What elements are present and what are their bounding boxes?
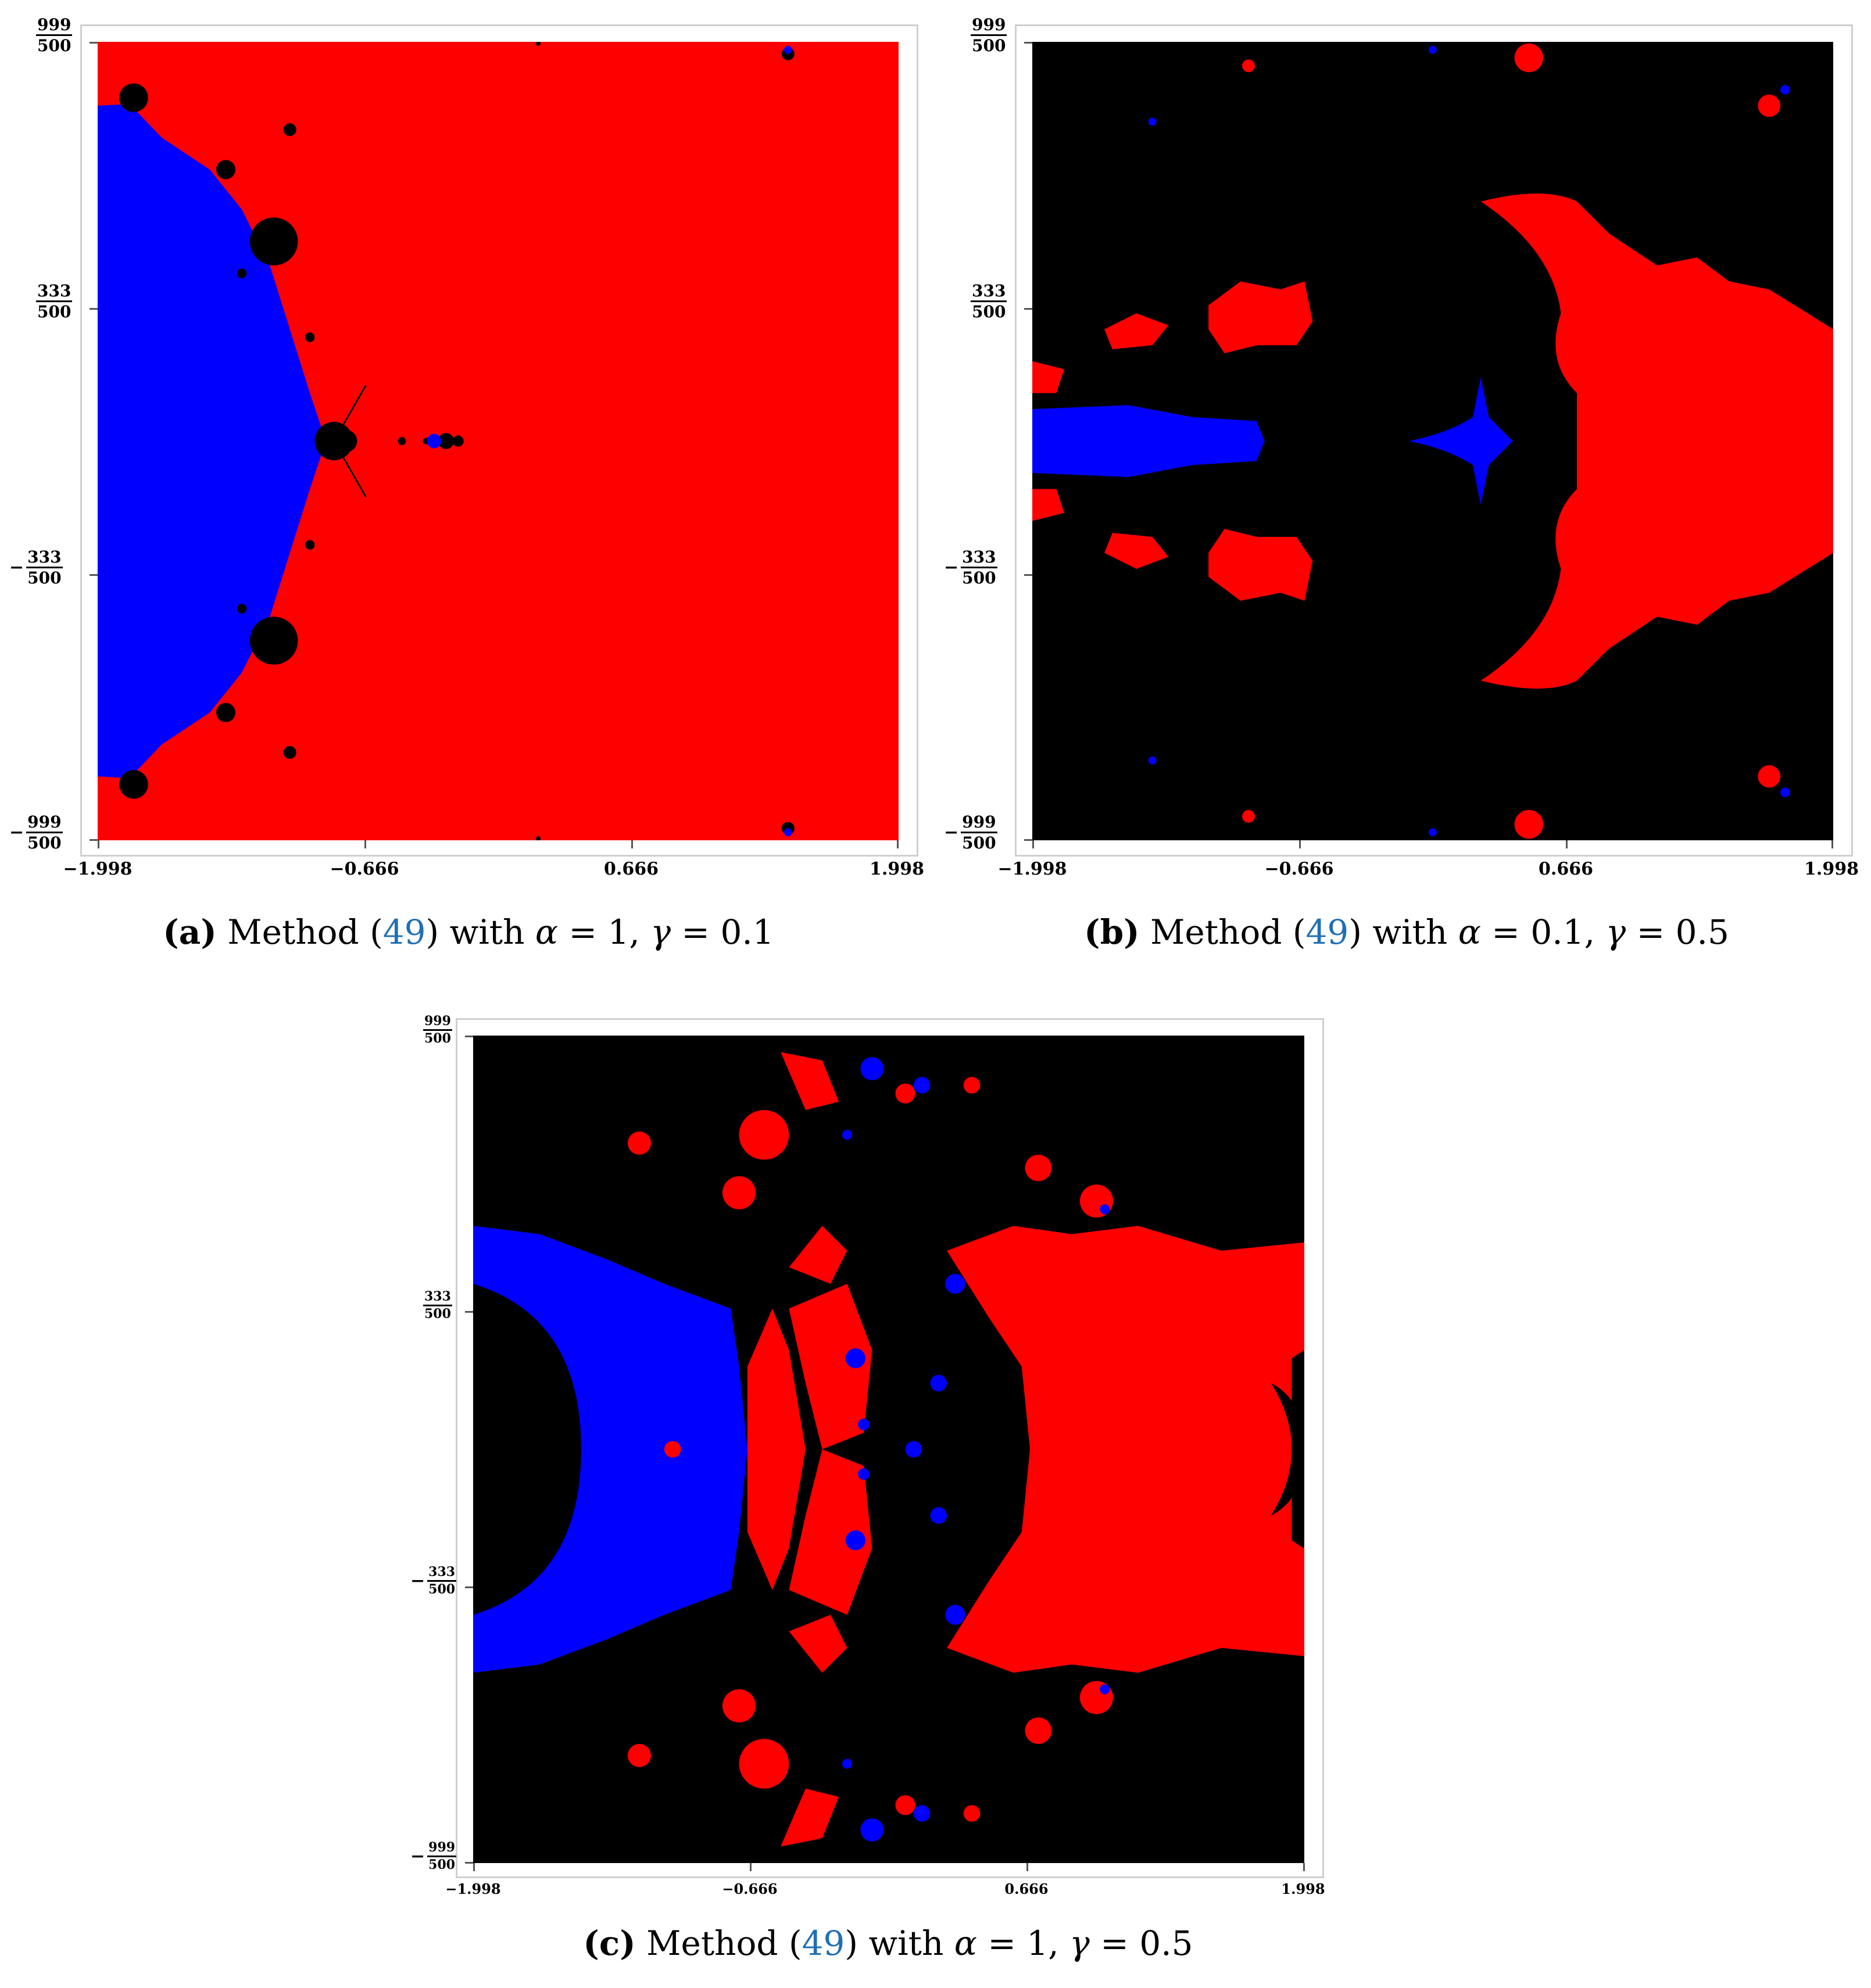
y-tick-label: − 999 500 xyxy=(944,812,997,853)
x-tick-mark xyxy=(473,1863,475,1871)
x-tick-label: −1.998 xyxy=(63,859,133,879)
basin-plot-c xyxy=(473,1036,1304,1863)
y-tick-mark xyxy=(1024,42,1032,44)
x-tick-label: 0.666 xyxy=(604,859,659,879)
x-tick-mark xyxy=(897,840,899,848)
y-tick-label: − 333 500 xyxy=(410,1564,457,1597)
basin-plot-b xyxy=(1032,42,1833,840)
y-tick-label: − 999 500 xyxy=(9,812,63,853)
y-tick-mark xyxy=(465,1586,473,1588)
y-tick-label: − 333 500 xyxy=(944,547,997,588)
y-tick-mark xyxy=(1024,574,1032,576)
x-tick-label: 1.998 xyxy=(870,859,924,879)
x-tick-label: −0.666 xyxy=(330,859,399,879)
x-tick-label: −1.998 xyxy=(445,1880,501,1897)
caption-b: (b) Method (49) with α = 0.1, γ = 0.5 xyxy=(1084,912,1729,952)
y-tick-label: 999 500 xyxy=(423,1013,452,1047)
caption-a: (a) Method (49) with α = 1, γ = 0.1 xyxy=(163,912,774,952)
x-tick-mark xyxy=(1303,1863,1305,1871)
x-tick-mark xyxy=(98,840,99,848)
equation-ref-link[interactable]: 49 xyxy=(1305,912,1349,952)
y-tick-mark xyxy=(90,308,98,310)
basin-plot-a xyxy=(98,42,899,840)
equation-ref-link[interactable]: 49 xyxy=(382,912,426,952)
y-tick-mark xyxy=(1024,839,1032,841)
y-tick-label: 333 500 xyxy=(971,281,1007,322)
y-tick-label: 333 500 xyxy=(423,1289,452,1322)
x-tick-mark xyxy=(631,840,633,848)
y-tick-label: 999 500 xyxy=(36,15,73,56)
x-tick-label: −0.666 xyxy=(722,1880,778,1897)
y-tick-label: − 333 500 xyxy=(9,547,63,588)
y-tick-mark xyxy=(90,574,98,576)
x-tick-label: 0.666 xyxy=(1539,859,1593,879)
x-tick-label: 0.666 xyxy=(1004,1880,1049,1897)
x-tick-label: 1.998 xyxy=(1281,1880,1325,1897)
x-tick-label: 1.998 xyxy=(1804,859,1859,879)
y-tick-mark xyxy=(465,1862,473,1864)
y-tick-mark xyxy=(90,839,98,841)
y-tick-mark xyxy=(465,1036,473,1037)
x-tick-mark xyxy=(1026,1863,1028,1871)
caption-c: (c) Method (49) with α = 1, γ = 0.5 xyxy=(583,1923,1193,1963)
x-tick-mark xyxy=(1566,840,1568,848)
x-tick-mark xyxy=(1032,840,1034,848)
y-tick-label: − 999 500 xyxy=(410,1840,457,1873)
y-tick-mark xyxy=(1024,308,1032,310)
x-tick-label: −1.998 xyxy=(997,859,1067,879)
y-tick-label: 333 500 xyxy=(36,281,73,322)
equation-ref-link[interactable]: 49 xyxy=(802,1923,845,1963)
x-tick-mark xyxy=(1831,840,1833,848)
x-tick-mark xyxy=(1299,840,1301,848)
y-tick-mark xyxy=(90,42,98,44)
x-tick-mark xyxy=(364,840,366,848)
x-tick-mark xyxy=(750,1863,752,1871)
y-tick-mark xyxy=(465,1311,473,1313)
x-tick-label: −0.666 xyxy=(1264,859,1334,879)
y-tick-label: 999 500 xyxy=(971,15,1007,56)
